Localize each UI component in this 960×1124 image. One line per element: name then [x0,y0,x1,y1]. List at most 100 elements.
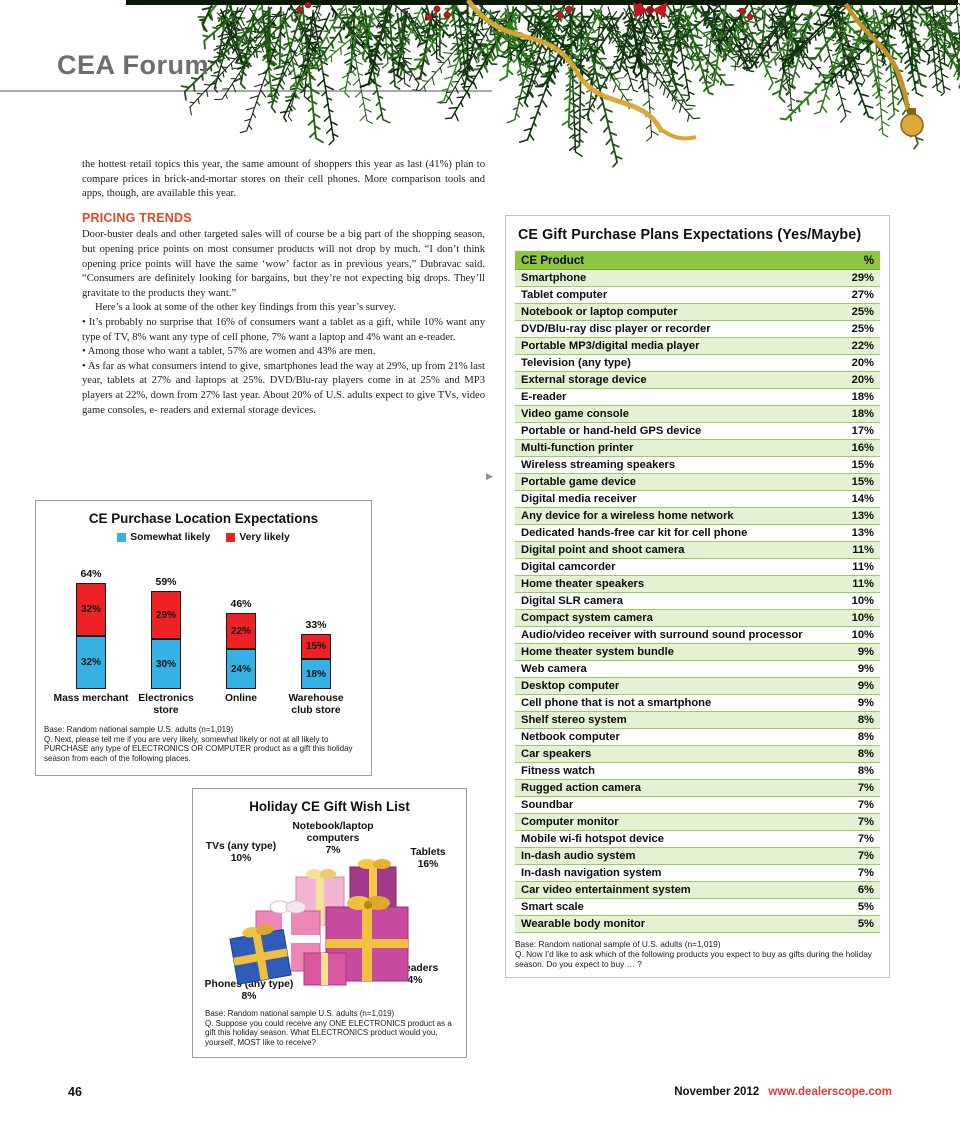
cell-percent: 17% [834,422,880,440]
bar-category-label: Warehouse club store [288,693,344,716]
cell-product: Digital point and shoot camera [515,541,834,559]
cell-product: E-reader [515,388,834,406]
cell-percent: 9% [834,643,880,661]
bar-category-label: Online [224,693,258,704]
cell-percent: 16% [834,439,880,457]
cell-product: Digital SLR camera [515,592,834,610]
table-row: Multi-function printer 16% [515,439,880,457]
cell-percent: 11% [834,575,880,593]
cell-percent: 27% [834,286,880,304]
bar-segment-very-likely: 29% [151,591,181,639]
table-footnote: Base: Random national sample of U.S. adu… [515,939,872,969]
table-row: Car video entertainment system 6% [515,881,880,899]
legend-item-very-likely: Very likely [226,532,290,543]
cell-product: Notebook or laptop computer [515,303,834,321]
table-row: Digital point and shoot camera 11% [515,541,880,559]
cell-product: Soundbar [515,796,834,814]
gift-purchase-table: CE Product % Smartphone 29% Tablet compute… [515,251,880,933]
article-bullet: • It’s probably no surprise that 16% of … [82,316,485,343]
table-row: Video game console 18% [515,405,880,423]
cell-percent: 8% [834,728,880,746]
gift-wish-list-panel: Holiday CE Gift Wish List Notebook/lapto… [192,788,467,1058]
table-row: Mobile wi-fi hotspot device 7% [515,830,880,848]
cell-percent: 5% [834,898,880,916]
table-row: Digital camcorder 11% [515,558,880,576]
bar-segment-somewhat-likely: 30% [151,639,181,689]
footer-date: November 2012 [674,1086,760,1098]
cell-product: Home theater speakers [515,575,834,593]
cell-product: Web camera [515,660,834,678]
cell-product: External storage device [515,371,834,389]
wish-label-tvs: TVs (any type) 10% [205,841,277,864]
bar-segment-somewhat-likely: 18% [301,659,331,689]
table-row: Television (any type) 20% [515,354,880,372]
bar-category-label: Electronics store [138,693,194,716]
cell-percent: 9% [834,694,880,712]
cell-percent: 7% [834,813,880,831]
cell-percent: 8% [834,745,880,763]
red-berries [296,1,754,21]
cell-product: Audio/video receiver with surround sound… [515,626,834,644]
column-header-product: CE Product [515,251,834,270]
column-header-percent: % [834,251,880,270]
chart-title: CE Purchase Location Expectations [88,511,319,526]
wish-label-ereaders: e-readers 4% [391,963,439,986]
table-row: Compact system camera 10% [515,609,880,627]
bar-total-label: 46% [230,598,252,610]
cell-product: Smart scale [515,898,834,916]
section-heading: PRICING TRENDS [82,210,192,225]
table-row: Computer monitor 7% [515,813,880,831]
bar-total-label: 64% [80,568,102,580]
table-row: Portable or hand-held GPS device 17% [515,422,880,440]
wish-label-tablets: Tablets 16% [410,847,446,870]
bar-total-label: 33% [305,619,327,631]
cell-percent: 14% [834,490,880,508]
table-row: Fitness watch 8% [515,762,880,780]
table-row: Shelf stereo system 8% [515,711,880,729]
article-bullet: • As far as what consumers intend to giv… [82,360,485,416]
cell-percent: 7% [834,796,880,814]
cell-product: Desktop computer [515,677,834,695]
table-row: Wearable body monitor 5% [515,915,880,933]
cell-percent: 11% [834,541,880,559]
cell-product: Computer monitor [515,813,834,831]
cell-percent: 7% [834,779,880,797]
cell-product: Wireless streaming speakers [515,456,834,474]
article-body: the hottest retail topics this year, the… [82,158,485,418]
article-intro: the hottest retail topics this year, the… [82,159,485,200]
table-row: Web camera 9% [515,660,880,678]
cell-percent: 7% [834,830,880,848]
table-row: Digital SLR camera 10% [515,592,880,610]
cell-product: Digital camcorder [515,558,834,576]
article-paragraph: Door-buster deals and other targeted sal… [82,229,485,299]
cell-percent: 11% [834,558,880,576]
table-row: In-dash audio system 7% [515,847,880,865]
cell-product: Portable MP3/digital media player [515,337,834,355]
cell-percent: 18% [834,405,880,423]
footer: November 2012 www.dealerscope.com [674,1086,892,1098]
cell-percent: 13% [834,524,880,542]
footer-url-link[interactable]: www.dealerscope.com [768,1086,892,1098]
table-row: E-reader 18% [515,388,880,406]
cell-percent: 10% [834,609,880,627]
legend-swatch-blue [117,533,127,542]
gift-box-magenta [325,896,409,982]
cell-product: Cell phone that is not a smartphone [515,694,834,712]
legend-swatch-red [226,533,236,542]
cell-percent: 8% [834,762,880,780]
table-row: Portable MP3/digital media player 22% [515,337,880,355]
cell-percent: 7% [834,864,880,882]
cell-product: Wearable body monitor [515,915,834,933]
cell-product: Fitness watch [515,762,834,780]
cell-percent: 20% [834,371,880,389]
cell-product: Digital media receiver [515,490,834,508]
cell-percent: 22% [834,337,880,355]
gold-ribbon [465,0,665,134]
purchase-location-chart: CE Purchase Location Expectations Somewh… [35,500,372,776]
table-row: Car speakers 8% [515,745,880,763]
garland-decorations [126,0,958,141]
table-row: In-dash navigation system 7% [515,864,880,882]
bar-segment-somewhat-likely: 32% [76,636,106,689]
cell-product: Television (any type) [515,354,834,372]
